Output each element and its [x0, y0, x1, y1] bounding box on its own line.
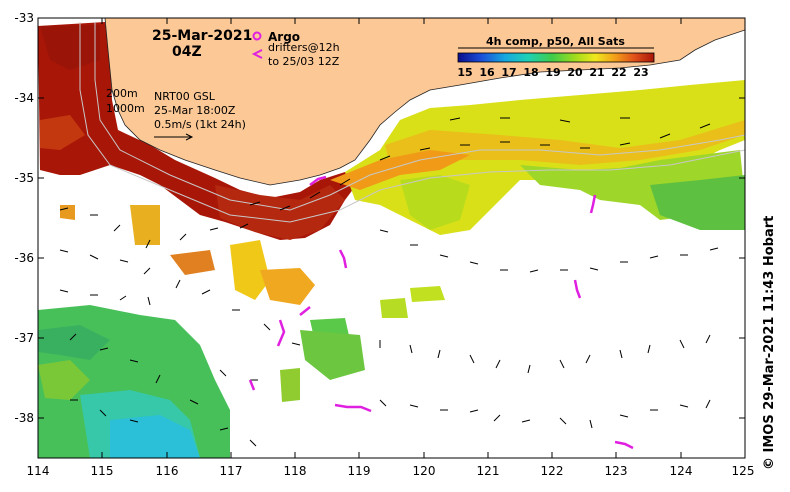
lon-label: 125	[731, 464, 755, 478]
colorbar	[457, 52, 655, 63]
vector-scale-arrow	[154, 133, 194, 141]
lon-label: 115	[90, 464, 114, 478]
current-vectors	[59, 117, 719, 447]
argo-symbol	[252, 31, 262, 41]
colorbar-tick: 19	[545, 66, 561, 79]
colorbar-tick: 20	[567, 66, 583, 79]
colorbar-tick: 23	[633, 66, 649, 79]
lat-label: -33	[14, 11, 34, 25]
lon-label: 120	[412, 464, 436, 478]
map-date: 25-Mar-2021	[152, 28, 253, 44]
lon-label: 118	[283, 464, 307, 478]
lon-label: 114	[26, 464, 50, 478]
isobath-200-label: 200m	[106, 87, 138, 100]
lon-label: 116	[155, 464, 179, 478]
lon-label: 121	[476, 464, 500, 478]
lat-label: -34	[14, 91, 34, 105]
drifter-tracks	[248, 175, 634, 450]
lat-label: -38	[14, 411, 34, 425]
argo-legend-label: Argo	[268, 30, 301, 44]
isobath-lines	[79, 22, 745, 223]
credit-text: © IMOS 29-Mar-2021 11:43 Hobart	[762, 215, 777, 470]
colorbar-tick: 21	[589, 66, 605, 79]
lon-label: 124	[669, 464, 693, 478]
colorbar-tick: 18	[523, 66, 539, 79]
drifters-legend-label: drifters@12h	[268, 41, 340, 54]
drifters-legend-range: to 25/03 12Z	[268, 55, 340, 68]
current-source-label: NRT00 GSL	[154, 90, 215, 103]
sst-field	[38, 22, 745, 458]
plot-frame	[37, 17, 746, 459]
colorbar-tick: 15	[457, 66, 473, 79]
map-time: 04Z	[172, 44, 202, 60]
vector-scale-label: 0.5m/s (1kt 24h)	[154, 118, 246, 131]
tick-marks	[37, 17, 746, 458]
lon-label: 117	[219, 464, 243, 478]
colorbar-tick: 16	[479, 66, 495, 79]
lon-label: 119	[347, 464, 371, 478]
current-time-label: 25-Mar 18:00Z	[154, 104, 236, 117]
lon-label: 122	[540, 464, 564, 478]
lon-label: 123	[604, 464, 628, 478]
lat-label: -36	[14, 251, 34, 265]
drifter-symbol	[251, 49, 263, 59]
colorbar-tick: 22	[611, 66, 627, 79]
lat-label: -35	[14, 171, 34, 185]
lat-label: -37	[14, 331, 34, 345]
colorbar-title: 4h comp, p50, All Sats	[486, 35, 625, 48]
colorbar-tick: 17	[501, 66, 517, 79]
isobath-1000-label: 1000m	[106, 102, 145, 115]
